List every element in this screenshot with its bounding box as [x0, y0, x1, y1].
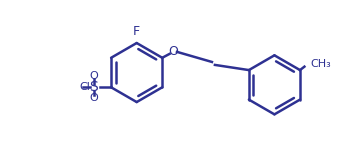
Text: Cl: Cl [79, 82, 90, 92]
Text: O: O [168, 45, 178, 58]
Text: CH₃: CH₃ [311, 59, 332, 69]
Text: O: O [90, 72, 98, 81]
Text: F: F [133, 25, 140, 38]
Text: O: O [90, 93, 98, 103]
Text: S: S [90, 80, 98, 94]
